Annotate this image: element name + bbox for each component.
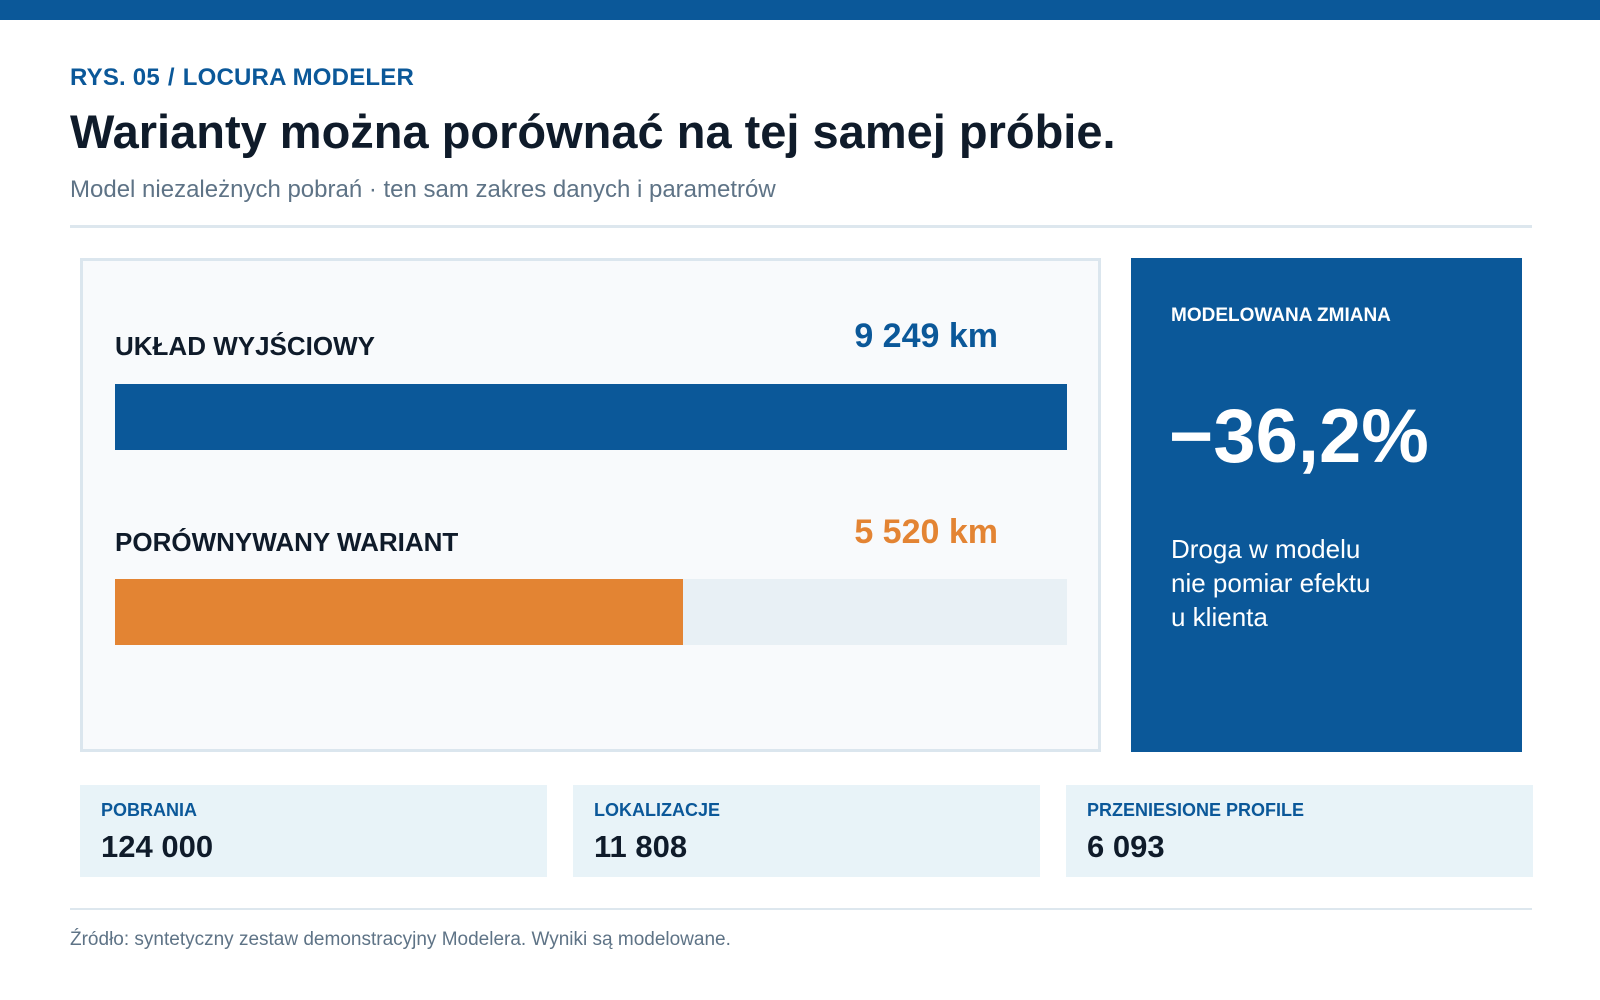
page-title: Warianty można porównać na tej samej pró… (70, 105, 1116, 158)
figure-kicker: RYS. 05 / LOCURA MODELER (70, 64, 414, 92)
brand-name: LOCURA MODELER (182, 64, 414, 91)
stat-label: PRZENIESIONE PROFILE (1087, 800, 1305, 820)
footer-divider (70, 908, 1532, 910)
bar-track (115, 384, 1067, 450)
change-note: Droga w modelu nie pomiar efektu u klien… (1171, 532, 1491, 634)
stat-value: 6 093 (1087, 829, 1165, 864)
stat-card-profiles: PRZENIESIONE PROFILE 6 093 (1066, 785, 1533, 877)
bar-value-label: 9 249 km (854, 317, 998, 355)
change-value: −36,2% (1169, 394, 1429, 479)
change-kicker: MODELOWANA ZMIANA (1171, 305, 1391, 326)
bar-track (115, 579, 1067, 645)
stat-card-locations: LOKALIZACJE 11 808 (573, 785, 1040, 877)
stat-label: LOKALIZACJE (594, 800, 720, 820)
change-note-line: Droga w modelu (1171, 534, 1361, 564)
header-divider (70, 225, 1532, 228)
change-note-line: nie pomiar efektu (1171, 568, 1371, 598)
stat-value: 11 808 (594, 829, 688, 864)
figure-label: RYS. 05 (70, 64, 160, 91)
bar-category-label: PORÓWNYWANY WARIANT (115, 527, 459, 557)
stat-label: POBRANIA (101, 800, 198, 820)
bar-value-label: 5 520 km (854, 513, 998, 551)
source-note: Źródło: syntetyczny zestaw demonstracyjn… (70, 929, 731, 950)
stat-value: 124 000 (101, 829, 214, 864)
change-note-line: u klienta (1171, 602, 1268, 632)
bar (115, 579, 683, 645)
bar-category-label: UKŁAD WYJŚCIOWY (115, 331, 375, 361)
stat-card-downloads: POBRANIA 124 000 (80, 785, 547, 877)
kicker-separator: / (167, 64, 175, 91)
top-accent-bar (0, 0, 1600, 20)
bar (115, 384, 1067, 450)
bar-chart-panel: UKŁAD WYJŚCIOWY 9 249 km PORÓWNYWANY WARIA… (80, 258, 1101, 752)
change-panel: MODELOWANA ZMIANA −36,2% Droga w modelu … (1131, 258, 1522, 752)
page-subtitle: Model niezależnych pobrań · ten sam zakr… (70, 176, 776, 203)
